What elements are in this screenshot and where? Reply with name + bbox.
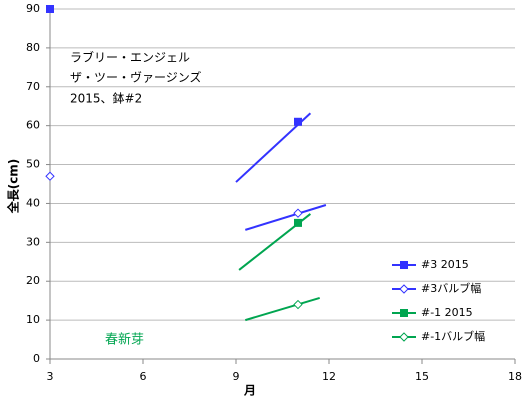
legend-marker	[400, 261, 408, 269]
x-axis-label: 月	[243, 384, 256, 398]
marker	[45, 171, 55, 181]
annotation: 2015、鉢#2	[70, 92, 142, 106]
x-tick-label: 15	[415, 370, 429, 383]
y-tick-label: 20	[26, 274, 40, 287]
annotation: ザ・ツー・ヴァージンズ	[70, 70, 202, 85]
y-tick-label: 70	[26, 80, 40, 93]
legend-marker	[400, 309, 408, 317]
x-tick-label: 9	[233, 370, 240, 383]
marker	[294, 218, 302, 227]
trend-line	[245, 204, 327, 231]
marker	[293, 299, 303, 310]
y-tick-label: 40	[26, 196, 40, 209]
marker	[293, 208, 303, 218]
y-tick-label: 0	[33, 352, 40, 365]
y-tick-label: 90	[26, 2, 40, 15]
marker	[294, 117, 302, 126]
y-axis-label: 全長(cm)	[6, 159, 21, 215]
legend-label: #-1 2015	[421, 306, 473, 319]
legend-marker	[399, 332, 409, 342]
legend-label: #3バルブ幅	[421, 281, 481, 295]
legend-marker	[399, 284, 409, 294]
y-tick-label: 50	[26, 158, 40, 171]
y-tick-label: 60	[26, 119, 40, 132]
annotation: ラブリー・エンジェル	[70, 50, 190, 65]
legend-label: #-1バルブ幅	[421, 329, 485, 343]
legend-label: #3 2015	[421, 258, 469, 271]
trend-line	[245, 296, 320, 322]
x-tick-label: 18	[508, 370, 522, 383]
y-tick-label: 30	[26, 235, 40, 248]
y-tick-label: 10	[26, 313, 40, 326]
x-tick-label: 12	[322, 370, 336, 383]
marker	[46, 5, 54, 13]
y-tick-label: 80	[26, 41, 40, 54]
x-tick-label: 3	[47, 370, 54, 383]
annotation: 春新芽	[105, 332, 144, 348]
x-tick-label: 6	[140, 370, 147, 383]
